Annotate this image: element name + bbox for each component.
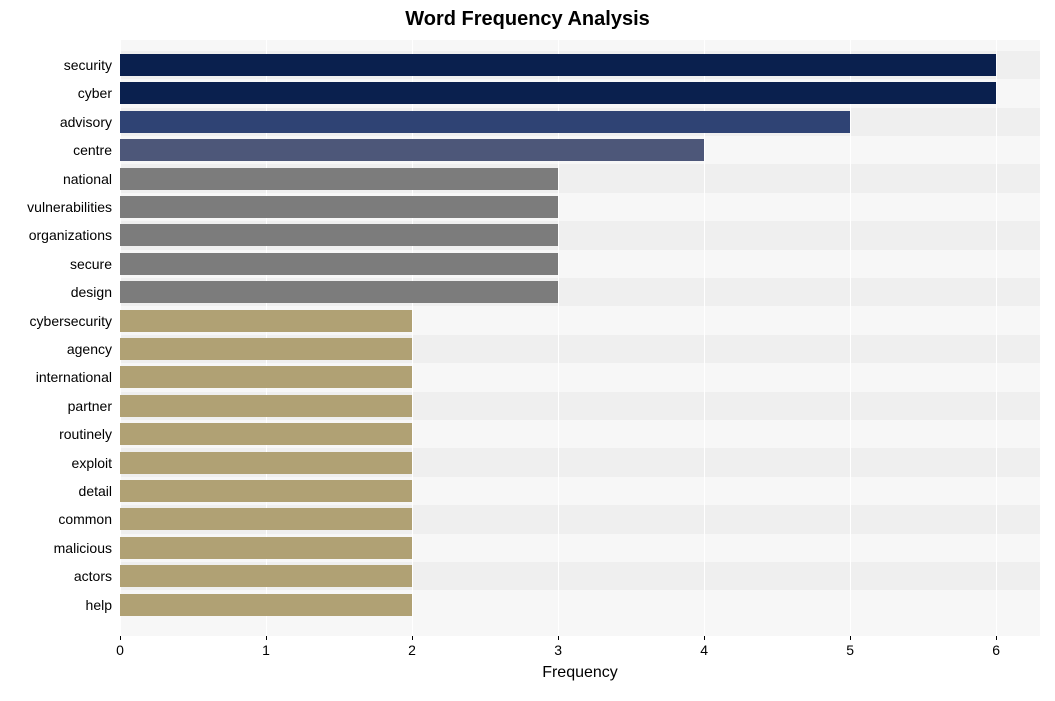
bar	[120, 537, 412, 559]
x-tick-label: 6	[992, 636, 1000, 658]
gridline	[996, 40, 997, 636]
y-tick-label: centre	[73, 139, 120, 161]
x-tick-label: 1	[262, 636, 270, 658]
bar	[120, 54, 996, 76]
plot-area: securitycyberadvisorycentrenationalvulne…	[120, 40, 1040, 636]
bar	[120, 508, 412, 530]
bar	[120, 452, 412, 474]
bar	[120, 423, 412, 445]
bar	[120, 196, 558, 218]
bar	[120, 139, 704, 161]
y-tick-label: national	[63, 168, 120, 190]
bar	[120, 366, 412, 388]
x-tick-label: 3	[554, 636, 562, 658]
x-tick-label: 0	[116, 636, 124, 658]
bar	[120, 281, 558, 303]
y-tick-label: agency	[67, 338, 120, 360]
bar	[120, 480, 412, 502]
y-tick-label: security	[64, 54, 120, 76]
y-tick-label: routinely	[59, 423, 120, 445]
y-tick-label: common	[58, 508, 120, 530]
y-tick-label: malicious	[54, 537, 120, 559]
y-tick-label: international	[36, 366, 120, 388]
bar	[120, 310, 412, 332]
bar	[120, 168, 558, 190]
x-axis-title: Frequency	[120, 664, 1040, 682]
y-tick-label: exploit	[72, 452, 120, 474]
y-tick-label: help	[86, 594, 120, 616]
bar	[120, 253, 558, 275]
bar	[120, 82, 996, 104]
bar	[120, 565, 412, 587]
bar	[120, 111, 850, 133]
chart-title: Word Frequency Analysis	[0, 8, 1055, 31]
y-tick-label: partner	[68, 395, 120, 417]
y-tick-label: detail	[79, 480, 120, 502]
bar	[120, 395, 412, 417]
y-tick-label: actors	[74, 565, 120, 587]
y-tick-label: organizations	[29, 224, 120, 246]
y-tick-label: advisory	[60, 111, 120, 133]
y-tick-label: design	[71, 281, 120, 303]
y-tick-label: cybersecurity	[30, 310, 120, 332]
x-tick-label: 2	[408, 636, 416, 658]
y-tick-label: vulnerabilities	[27, 196, 120, 218]
y-tick-label: cyber	[78, 82, 120, 104]
bar	[120, 224, 558, 246]
x-tick-label: 5	[846, 636, 854, 658]
bar	[120, 338, 412, 360]
x-tick-label: 4	[700, 636, 708, 658]
chart-container: Word Frequency Analysis securitycyberadv…	[0, 0, 1055, 701]
gridline	[850, 40, 851, 636]
bar	[120, 594, 412, 616]
y-tick-label: secure	[70, 253, 120, 275]
